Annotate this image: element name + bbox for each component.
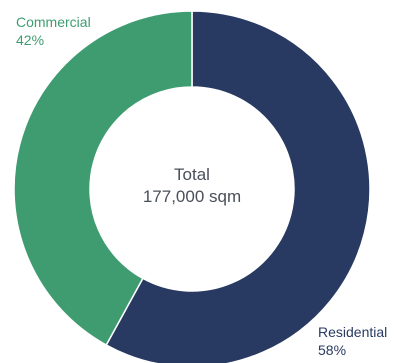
residential-label: Residential [318, 324, 387, 340]
commercial-label: Commercial [16, 14, 91, 30]
center-total-label: Total [174, 165, 210, 184]
donut-slices [13, 10, 371, 363]
center-total-value: 177,000 sqm [143, 187, 241, 206]
commercial-percent: 42% [16, 32, 44, 48]
slice-commercial [13, 10, 193, 347]
residential-percent: 58% [318, 342, 346, 358]
slice-residential [105, 10, 371, 363]
